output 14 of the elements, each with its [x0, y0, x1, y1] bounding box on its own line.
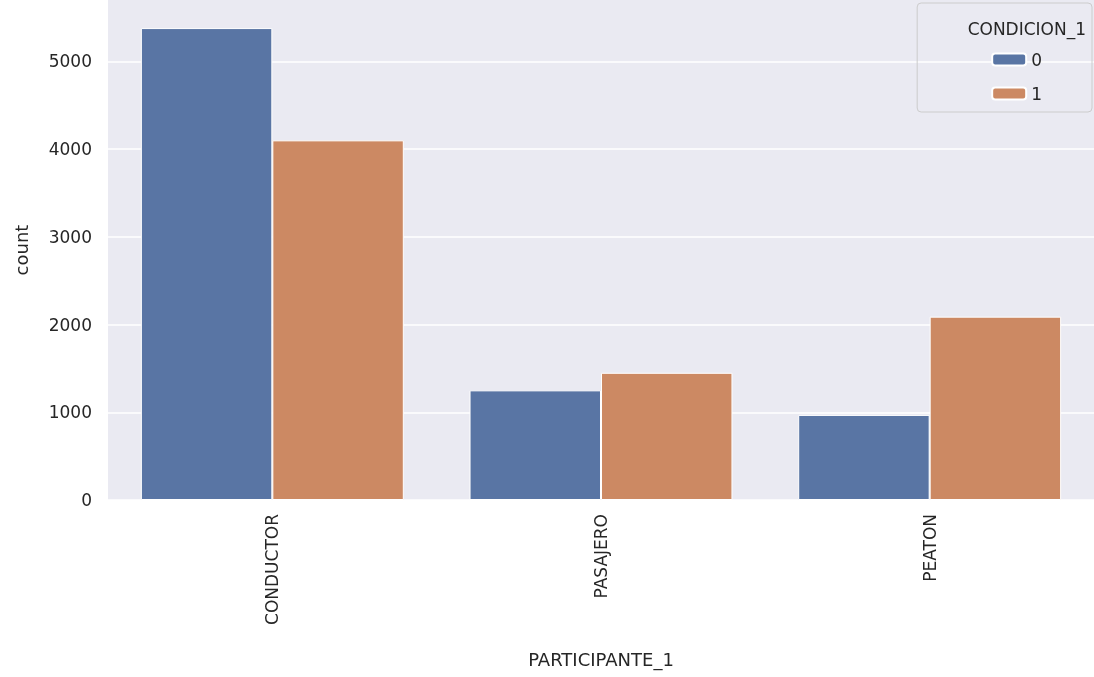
x-axis-title: PARTICIPANTE_1: [528, 648, 674, 671]
legend-label: 1: [1031, 83, 1043, 104]
y-axis-title: count: [10, 224, 32, 276]
y-tick-label: 4000: [48, 139, 92, 160]
x-tick-label: CONDUCTOR: [262, 513, 283, 625]
y-tick-label: 3000: [48, 226, 92, 247]
x-tick-label: PASAJERO: [591, 514, 611, 599]
y-tick-label: 1000: [48, 402, 92, 423]
y-tick-label: 2000: [48, 314, 92, 335]
y-tick-label: 0: [81, 490, 92, 510]
legend-title: CONDICION_1: [967, 18, 1087, 40]
x-tick-label: PEATON: [919, 514, 940, 582]
y-tick-label: 5000: [48, 51, 92, 72]
legend-label: 0: [1031, 49, 1043, 70]
